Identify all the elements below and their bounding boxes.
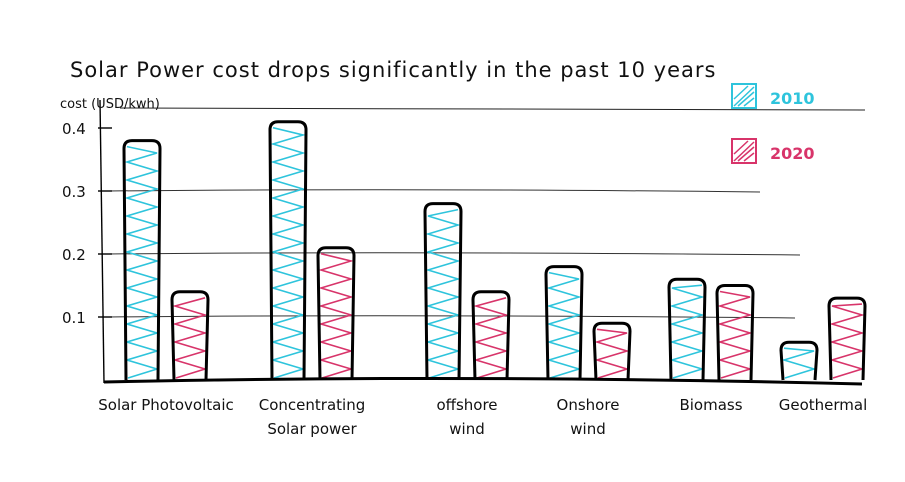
- labels: Solar Power cost drops significantly in …: [60, 58, 867, 438]
- bar-2010-4: 2010: 0.16: [667, 277, 707, 381]
- bar-2010-5: 2010: 0.06: [779, 340, 819, 381]
- bar-2020-2: 2020: 0.14: [471, 290, 511, 381]
- bar-scribble: [270, 126, 307, 379]
- bar-scribble: [318, 252, 355, 379]
- x-axis-line: [103, 376, 863, 386]
- bar-2010-2: 2010: 0.28: [423, 202, 463, 381]
- title-underline: [119, 107, 866, 111]
- category-label: wind: [570, 420, 605, 438]
- category-label: Biomass: [679, 396, 742, 414]
- category-label: offshore: [436, 396, 497, 414]
- category-label: wind: [449, 420, 484, 438]
- grid-line: [107, 252, 801, 256]
- bar-2010-0: 2010: 0.38: [122, 139, 162, 381]
- legend-swatch-scribble: [733, 140, 755, 162]
- bar-scribble: [829, 303, 865, 379]
- y-tick-label: 0.4: [62, 120, 86, 138]
- category-label: Concentrating: [259, 396, 365, 414]
- bar-2010-3: 2010: 0.18: [544, 265, 584, 381]
- bar-2020-1: 2020: 0.21: [316, 246, 356, 381]
- bar-scribble: [594, 328, 630, 379]
- category-label: Geothermal: [779, 396, 868, 414]
- bar-scribble: [781, 347, 817, 379]
- bar-scribble: [473, 297, 509, 379]
- bar-2010-1: 2010: 0.41: [268, 120, 308, 381]
- y-tick-label: 0.2: [62, 246, 86, 264]
- legend-swatch: [731, 83, 757, 109]
- legend-swatch-scribble: [733, 85, 755, 107]
- legend-label: 2010: [770, 89, 815, 108]
- grid-line: [107, 189, 761, 193]
- legend-swatch: [731, 138, 757, 164]
- grid-lines: [107, 107, 866, 319]
- axes: [98, 99, 863, 386]
- bar-2020-4: 2020: 0.15: [715, 284, 755, 381]
- y-axis-line: [99, 99, 105, 384]
- y-tick-label: 0.3: [62, 183, 86, 201]
- legend-label: 2020: [770, 144, 815, 163]
- bars: 2010: 0.382020: 0.142010: 0.412020: 0.21…: [122, 120, 867, 381]
- category-label: Solar power: [267, 420, 357, 438]
- chart-title: Solar Power cost drops significantly in …: [70, 58, 716, 82]
- y-axis-label: cost (USD/kwh): [60, 97, 160, 112]
- bar-scribble: [124, 145, 160, 379]
- bar-scribble: [717, 290, 753, 379]
- category-label: Solar Photovoltaic: [98, 396, 234, 414]
- bar-2020-3: 2020: 0.09: [592, 321, 632, 381]
- bar-scribble: [172, 297, 208, 379]
- bar-scribble: [425, 208, 461, 379]
- bar-2020-5: 2020: 0.13: [827, 296, 867, 381]
- bar-2020-0: 2020: 0.14: [170, 290, 210, 381]
- legend: 2010 2020: [731, 83, 815, 164]
- category-label: Onshore: [557, 396, 620, 414]
- bar-scribble: [669, 284, 705, 379]
- y-tick-label: 0.1: [62, 309, 86, 327]
- bar-scribble: [546, 271, 582, 379]
